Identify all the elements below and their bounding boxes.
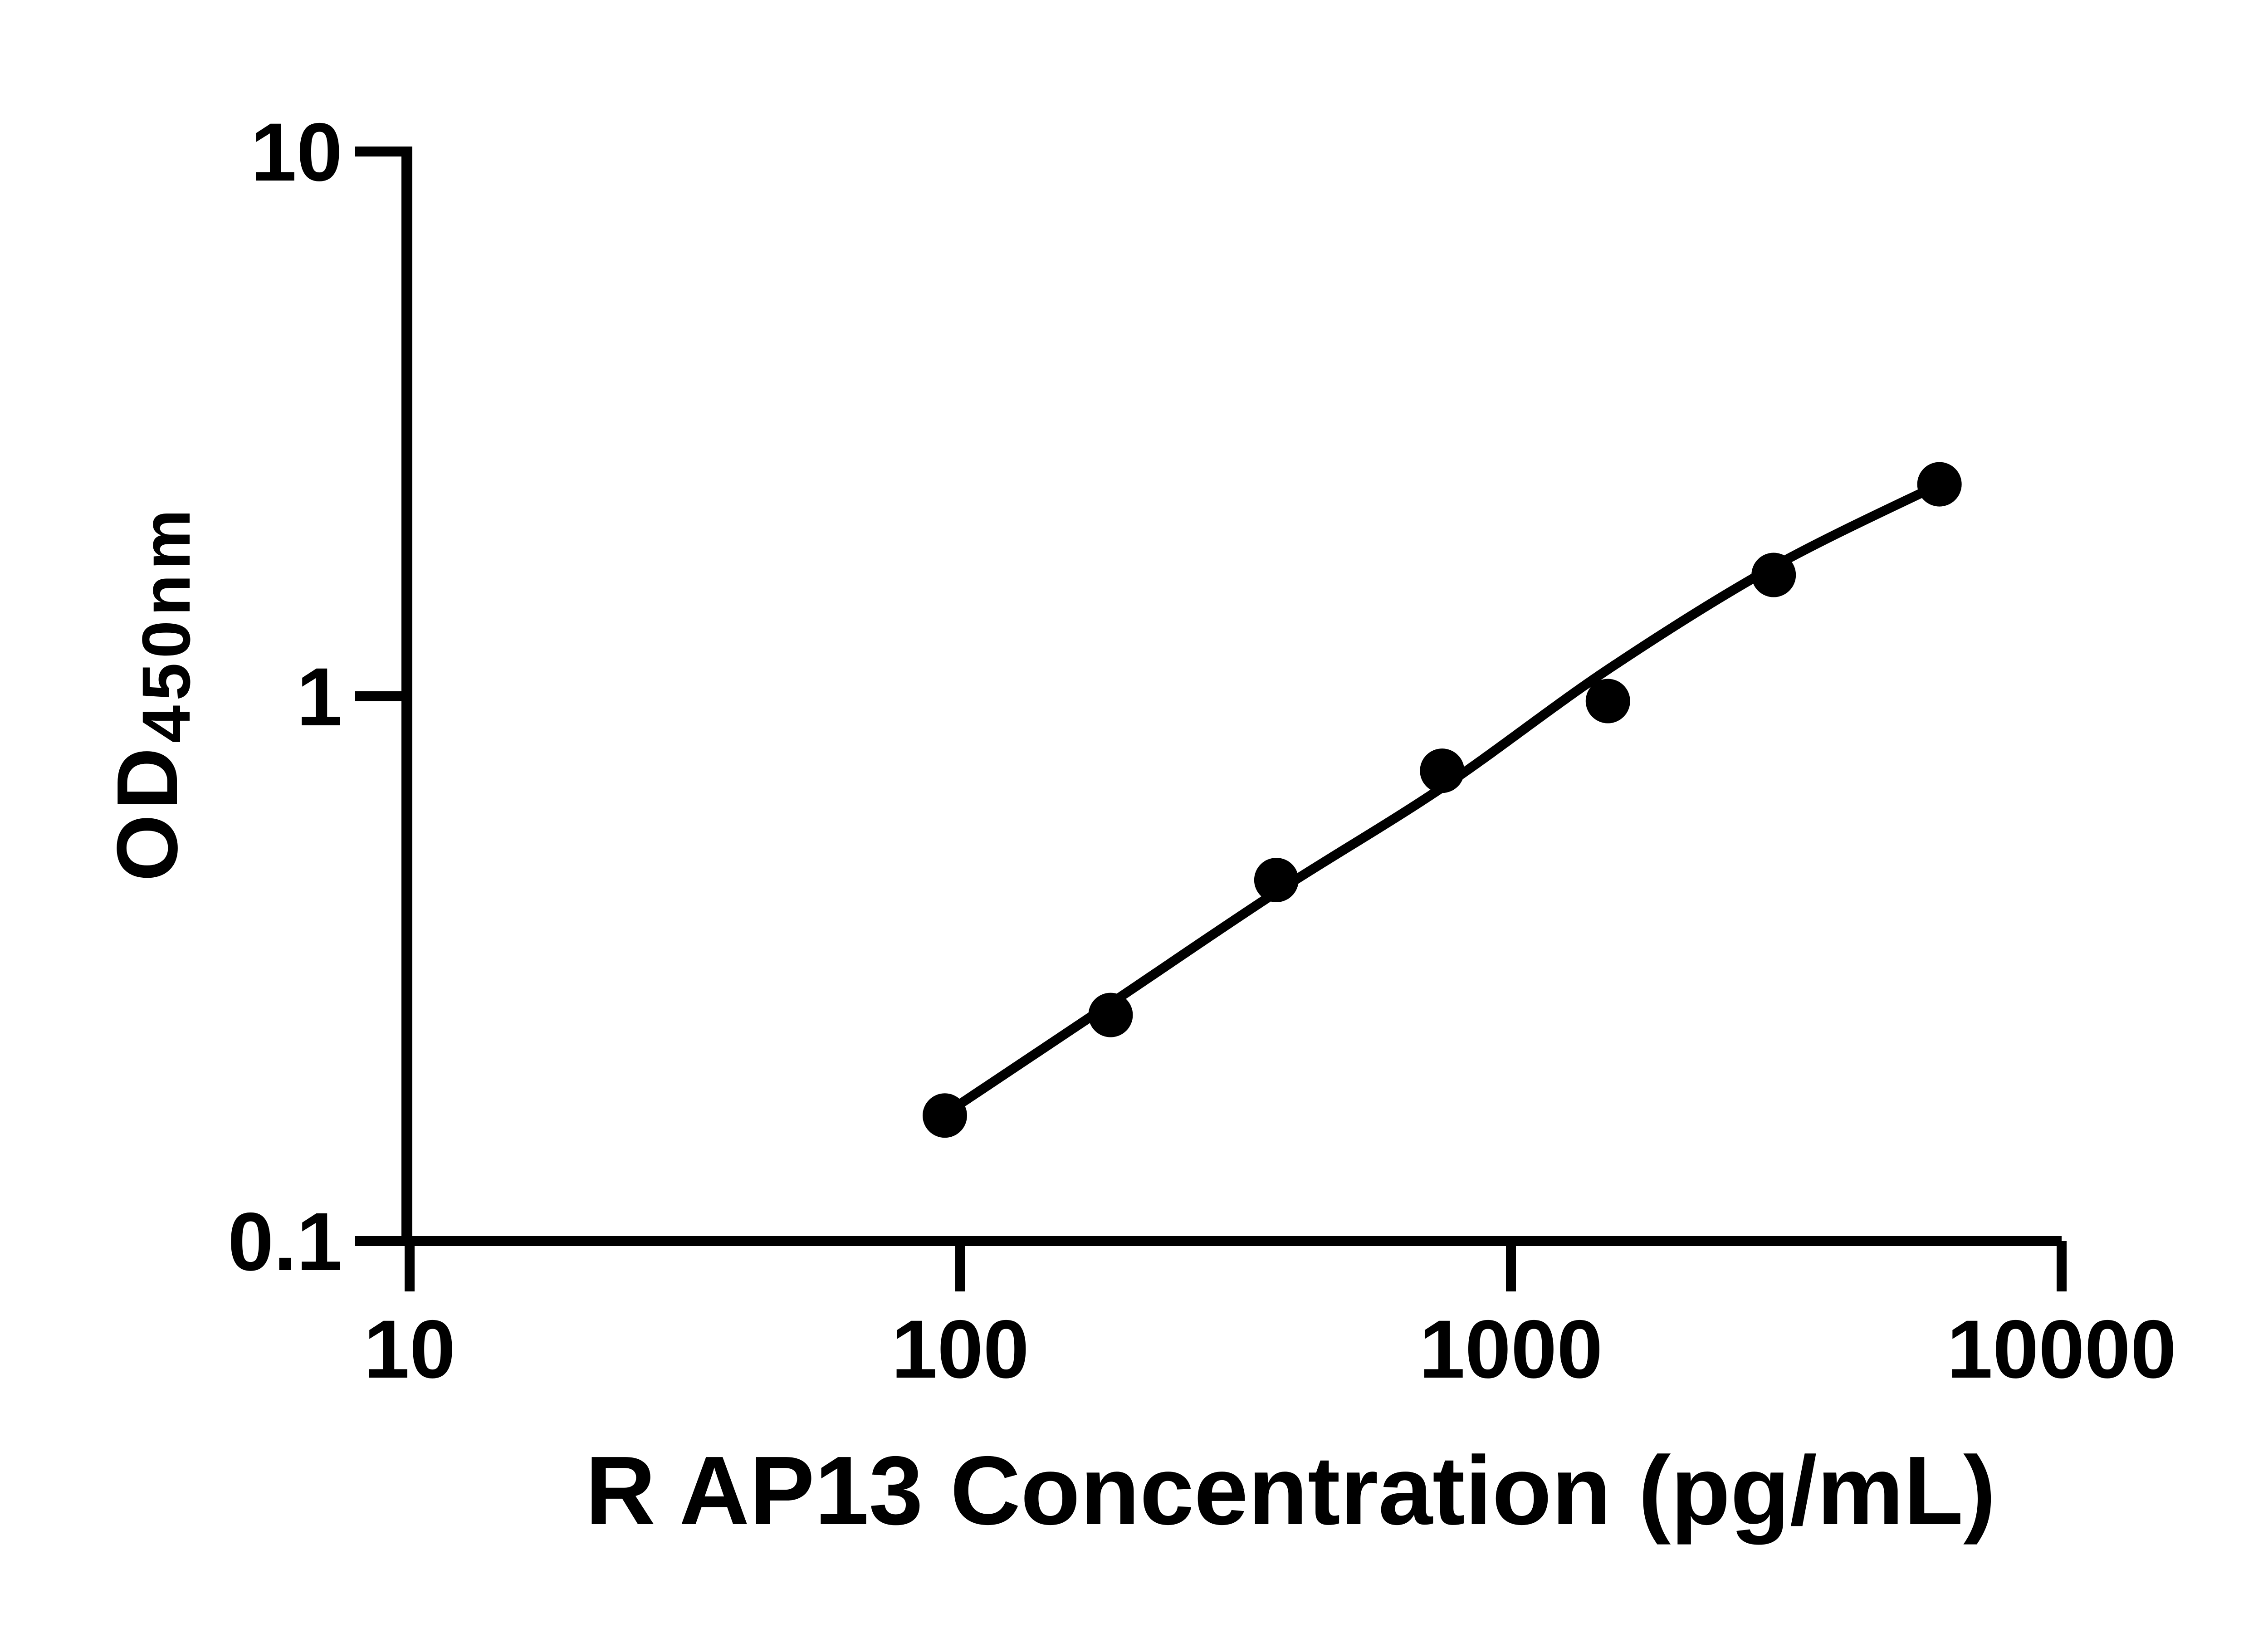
x-axis-title: R AP13 Concentration (pg/mL) <box>585 1436 1996 1545</box>
x-tick-label: 1000 <box>1419 1303 1603 1395</box>
data-point <box>1585 679 1630 724</box>
data-point <box>922 1093 967 1138</box>
y-tick-label: 10 <box>251 106 342 198</box>
y-tick-label: 0.1 <box>228 1195 342 1288</box>
x-tick-label: 10 <box>364 1303 455 1395</box>
y-axis-title-subscript: 450nm <box>128 505 204 743</box>
y-axis-title-main: OD <box>99 743 196 881</box>
x-tick-label: 10000 <box>1947 1303 2176 1395</box>
data-point <box>1254 858 1299 903</box>
data-point <box>1420 748 1465 793</box>
y-tick-label: 1 <box>297 650 342 743</box>
data-point <box>1088 993 1133 1037</box>
x-tick-label: 100 <box>891 1303 1029 1395</box>
data-point <box>1917 462 1962 507</box>
y-axis-title: OD450nm <box>99 505 204 881</box>
data-point <box>1751 552 1796 597</box>
